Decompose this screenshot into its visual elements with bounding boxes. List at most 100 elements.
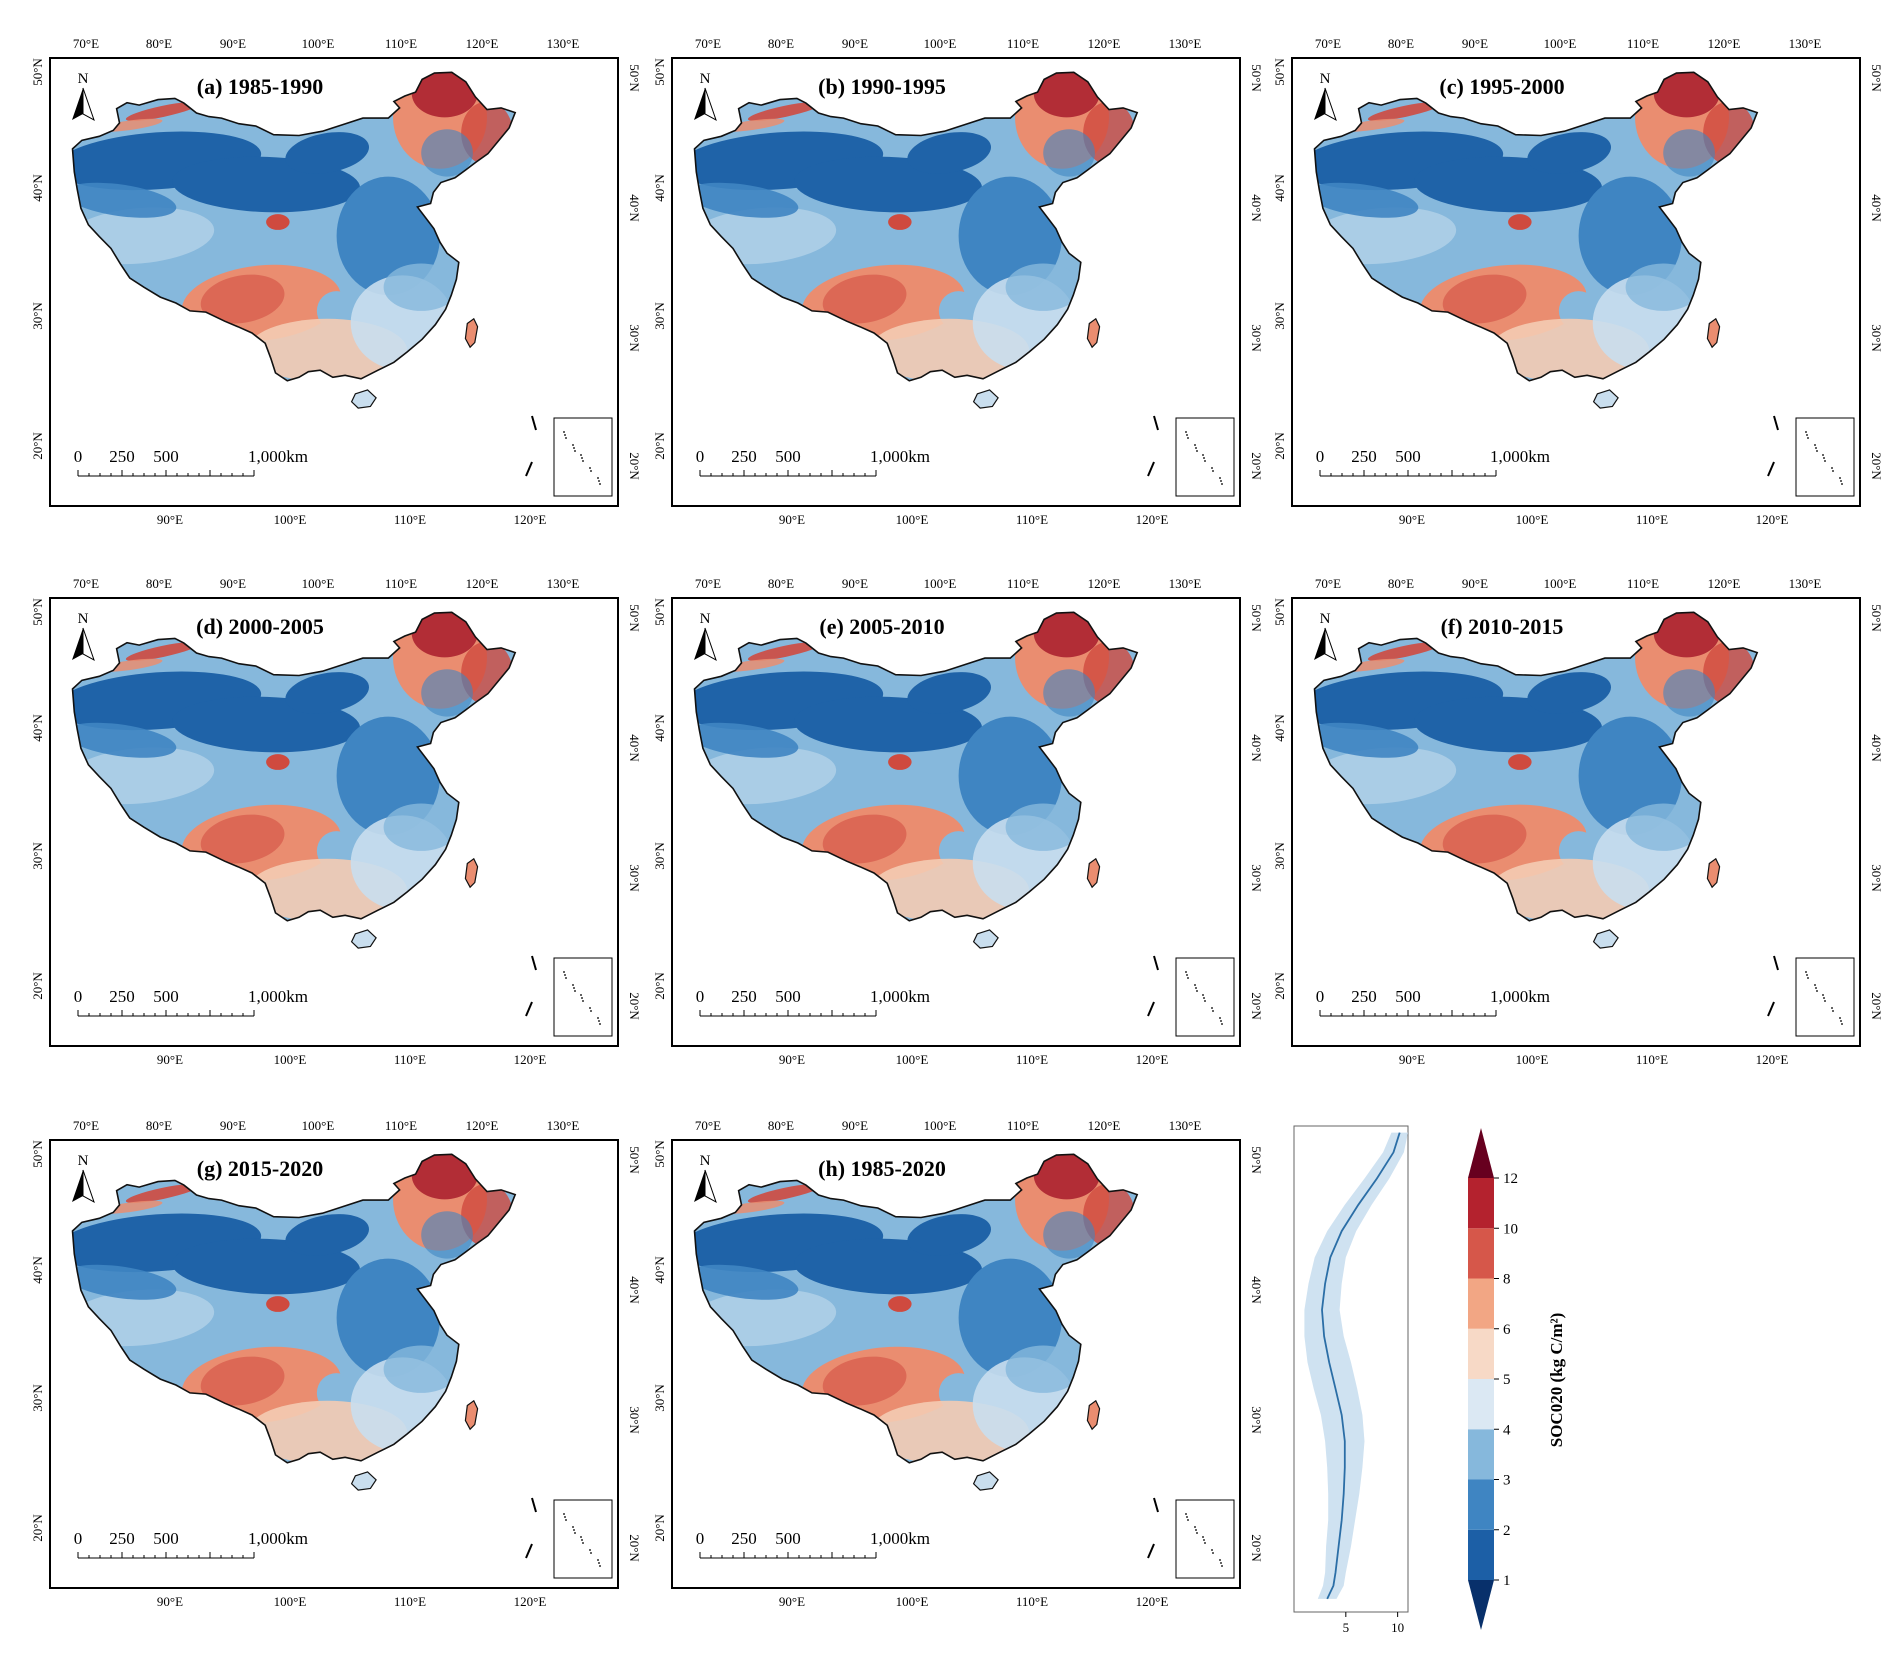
taiwan-island <box>464 857 479 889</box>
soc-yangtze-light <box>1005 1345 1081 1393</box>
north-arrow-icon <box>72 88 83 120</box>
china-border <box>1313 71 1759 382</box>
scale-bar-label: 1,000km <box>248 447 308 466</box>
inset-island <box>1840 480 1842 482</box>
soc-khingan-darkred <box>1653 612 1720 658</box>
top-lon-label: 110°E <box>385 1118 417 1133</box>
inset-island <box>1204 1542 1206 1544</box>
soc-khingan-darkred <box>1033 612 1100 658</box>
left-lat-label: 30°N <box>30 1384 45 1412</box>
colorbar-tick-label: 4 <box>1503 1422 1511 1438</box>
scale-bar-label: 0 <box>696 987 705 1006</box>
inset-island <box>1195 447 1197 449</box>
north-arrow-label: N <box>700 1153 711 1169</box>
inset-island <box>1195 987 1197 989</box>
left-lat-label: 20°N <box>1272 972 1287 1000</box>
bottom-lon-label: 100°E <box>896 1052 929 1067</box>
inset-island <box>1841 1023 1843 1025</box>
top-lon-label: 80°E <box>146 576 172 591</box>
colorbar-bin <box>1468 1379 1494 1430</box>
left-lat-label: 40°N <box>652 1256 667 1284</box>
inset-island <box>590 1010 592 1012</box>
top-lon-label: 130°E <box>1169 576 1202 591</box>
left-lat-label: 40°N <box>652 174 667 202</box>
top-lon-label: 70°E <box>73 1118 99 1133</box>
top-lon-label: 110°E <box>1007 36 1039 51</box>
inset-island <box>1816 450 1818 452</box>
right-lat-label: 40°N <box>1869 734 1884 762</box>
latitude-profile-chart: 5 10 <box>1293 1125 1409 1635</box>
bohai-sea <box>436 737 463 755</box>
left-lat-label: 20°N <box>1272 432 1287 460</box>
dash-line <box>525 461 533 477</box>
colorbar-tick-label: 10 <box>1503 1221 1518 1237</box>
inset-island <box>1220 1020 1222 1022</box>
top-lon-label: 80°E <box>1388 576 1414 591</box>
soc-khingan-darkred <box>1653 72 1720 118</box>
inset-island <box>564 1516 566 1518</box>
soc-songnen-blue <box>1663 669 1715 717</box>
bottom-lon-label: 120°E <box>1756 1052 1789 1067</box>
left-lat-label: 40°N <box>1272 174 1287 202</box>
inset-island <box>1220 480 1222 482</box>
right-lat-label: 50°N <box>1249 604 1264 632</box>
right-lat-label: 40°N <box>1249 194 1264 222</box>
top-lon-label: 100°E <box>302 576 335 591</box>
left-lat-label: 50°N <box>30 58 45 86</box>
north-arrow-icon <box>704 627 717 662</box>
inset-island <box>1839 1017 1841 1019</box>
inset-island <box>1832 1010 1834 1012</box>
inset-island <box>590 1552 592 1554</box>
inset-island <box>1203 997 1205 999</box>
inset-island <box>1202 994 1204 996</box>
right-lat-label: 20°N <box>627 1534 642 1562</box>
scale-bar-label: 0 <box>696 1529 705 1548</box>
bohai-sea <box>1678 737 1705 755</box>
scale-bar-label: 500 <box>775 987 801 1006</box>
top-lon-label: 80°E <box>768 36 794 51</box>
left-lat-label: 40°N <box>652 714 667 742</box>
soc-kunlun-mid <box>694 182 799 218</box>
soc-kunlun-mid <box>72 182 177 218</box>
right-lat-label: 20°N <box>627 452 642 480</box>
inset-island <box>1194 984 1196 986</box>
soc-khingan-darkred <box>1033 1154 1100 1200</box>
right-lat-label: 40°N <box>1869 194 1884 222</box>
soc-yangtze-light <box>1625 263 1701 311</box>
soc-kunlun-mid <box>1314 722 1419 758</box>
south-china-sea-inset <box>1175 957 1235 1037</box>
china-border <box>693 1153 1139 1464</box>
inset-island <box>1194 1526 1196 1528</box>
soc-tianshan-red <box>125 101 200 121</box>
inset-island <box>574 990 576 992</box>
bottom-lon-label: 90°E <box>157 1594 183 1609</box>
inset-island <box>1187 977 1189 979</box>
bohai-sea <box>1058 1279 1085 1297</box>
top-lon-label: 120°E <box>466 576 499 591</box>
scale-bar-label: 250 <box>731 987 757 1006</box>
top-lon-label: 130°E <box>1169 1118 1202 1133</box>
inset-island <box>1220 1562 1222 1564</box>
left-lat-label: 20°N <box>30 1514 45 1542</box>
bottom-lon-label: 90°E <box>157 512 183 527</box>
dash-line <box>1153 415 1159 431</box>
bottom-lon-label: 90°E <box>779 1052 805 1067</box>
inset-island <box>1805 971 1807 973</box>
top-lon-label: 90°E <box>220 36 246 51</box>
bottom-lon-label: 120°E <box>1136 1594 1169 1609</box>
dash-line <box>1767 461 1775 477</box>
soc-tianshan-red <box>747 641 822 661</box>
top-lon-label: 100°E <box>1544 36 1577 51</box>
inset-island <box>597 477 599 479</box>
inset-island <box>580 454 582 456</box>
inset-island <box>564 974 566 976</box>
panel-title: (g) 2015-2020 <box>197 1156 323 1181</box>
inset-island <box>1202 1536 1204 1538</box>
bottom-lon-label: 90°E <box>779 1594 805 1609</box>
scale-bar-label: 250 <box>109 987 135 1006</box>
bottom-lon-label: 120°E <box>1136 1052 1169 1067</box>
inset-island <box>1196 990 1198 992</box>
map-panel-f: (f) 2010-2015 N 0 250 500 1,000km 70°E 80°E 90°E… <box>1272 576 1884 1067</box>
china-border <box>71 611 517 922</box>
soc-khingan-darkred <box>411 72 478 118</box>
